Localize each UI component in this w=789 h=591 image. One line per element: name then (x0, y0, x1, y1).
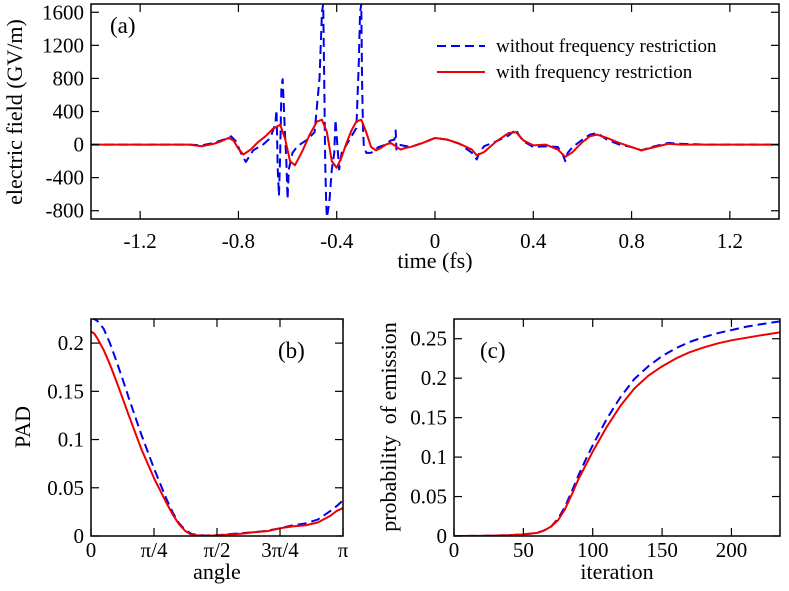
x-tick-label: 100 (577, 538, 609, 562)
y-tick-label: 0.25 (410, 327, 447, 351)
x-tick-label: π (338, 538, 349, 562)
y-tick-label: 0.1 (421, 445, 447, 469)
y-tick-label: 0.1 (58, 428, 84, 452)
x-axis-label: angle (193, 559, 241, 584)
x-tick-label: π/4 (141, 538, 168, 562)
x-tick-label: 0 (430, 229, 441, 253)
x-tick-label: 0 (449, 538, 460, 562)
y-tick-label: 0 (74, 524, 85, 548)
x-tick-label: -1.2 (124, 229, 157, 253)
x-axis-label: iteration (580, 559, 653, 584)
y-tick-label: 0.15 (47, 379, 84, 403)
panel-a: -1.2 -0.8 -0.4 0 0.4 0.8 1.2 -800 -400 0 400 800 120… (2, 0, 780, 273)
series-line-with-restriction (91, 330, 343, 536)
y-tick-label: 1200 (42, 33, 84, 57)
panel-label: (b) (278, 338, 305, 363)
panel-b: 0 π/4 π/2 3π/4 π 0 0.05 0.1 0.15 0.2 angle PAD (b) (10, 318, 349, 584)
x-axis-label: time (fs) (397, 248, 472, 273)
y-tick-label: 0.2 (58, 331, 84, 355)
series-line-with-restriction (454, 331, 780, 536)
panel-label: (c) (480, 338, 506, 363)
series-line-with-restriction (91, 118, 779, 169)
y-tick-label: 800 (53, 66, 85, 90)
x-tick-label: π/2 (204, 538, 231, 562)
y-tick-label: 0.2 (421, 366, 447, 390)
legend-label: with frequency restriction (496, 62, 693, 83)
x-tick-label: -0.4 (320, 229, 354, 253)
x-tick-label: 150 (646, 538, 678, 562)
y-tick-label: 1600 (42, 0, 84, 24)
x-tick-label: -0.8 (222, 229, 255, 253)
y-axis-label: PAD (10, 406, 35, 448)
y-tick-label: 400 (53, 100, 85, 124)
series-line-without-restriction (92, 319, 343, 536)
x-tick-label: 0 (86, 538, 97, 562)
y-axis-label: probability of emission (376, 322, 401, 532)
x-tick-label: 3π/4 (261, 538, 299, 562)
y-tick-label: 0.05 (410, 485, 447, 509)
legend-label: without frequency restriction (496, 36, 717, 57)
x-tick-label: 200 (716, 538, 748, 562)
y-tick-label: -800 (46, 199, 85, 223)
y-tick-label: 0.15 (410, 406, 447, 430)
plot-frame (90, 318, 344, 537)
x-tick-label: 50 (513, 538, 534, 562)
plot-frame (453, 318, 781, 537)
y-tick-label: -400 (46, 166, 85, 190)
y-axis-label: electric field (GV/m) (2, 19, 27, 205)
x-tick-label: 1.2 (717, 229, 743, 253)
y-tick-label: 0.05 (47, 476, 84, 500)
panel-c: 0 50 100 150 200 0 0.05 0.1 0.15 0.2 0.25 iteration… (376, 318, 781, 584)
x-tick-label: 0.8 (618, 229, 644, 253)
panel-label: (a) (110, 13, 136, 38)
x-tick-label: 0.4 (520, 229, 547, 253)
y-tick-label: 0 (437, 524, 448, 548)
y-tick-label: 0 (74, 133, 85, 157)
